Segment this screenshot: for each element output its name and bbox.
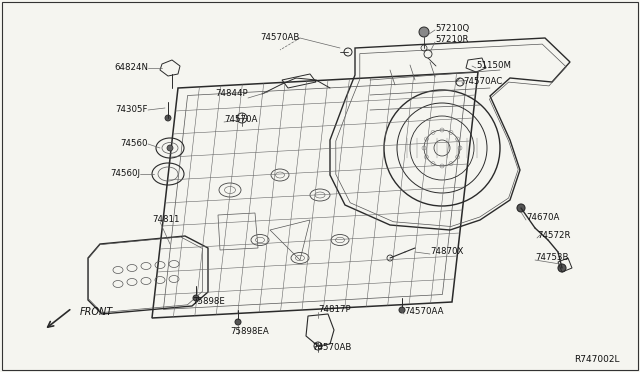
Text: 74670A: 74670A	[526, 214, 559, 222]
Text: 75898EA: 75898EA	[230, 327, 269, 337]
Text: 64824N: 64824N	[114, 64, 148, 73]
Circle shape	[517, 204, 525, 212]
Text: 57210R: 57210R	[435, 35, 468, 45]
Circle shape	[399, 307, 405, 313]
Text: 74570AB: 74570AB	[260, 33, 300, 42]
Text: 74817P: 74817P	[318, 305, 351, 314]
Text: 74811: 74811	[152, 215, 179, 224]
Text: 74753B: 74753B	[535, 253, 568, 263]
Circle shape	[167, 145, 173, 151]
Circle shape	[419, 27, 429, 37]
Circle shape	[235, 319, 241, 325]
Text: 51150M: 51150M	[476, 61, 511, 71]
Text: 74560J: 74560J	[110, 170, 140, 179]
Text: 74572R: 74572R	[537, 231, 570, 241]
Text: 74570A: 74570A	[224, 115, 257, 125]
Text: 74560: 74560	[120, 140, 148, 148]
Circle shape	[165, 115, 171, 121]
Circle shape	[193, 295, 199, 301]
Text: 74844P: 74844P	[216, 90, 248, 99]
Text: 74870X: 74870X	[430, 247, 463, 257]
Circle shape	[558, 264, 566, 272]
Text: R747002L: R747002L	[575, 356, 620, 365]
Text: 74570AC: 74570AC	[463, 77, 502, 87]
Text: 74305F: 74305F	[115, 106, 148, 115]
Text: 57210Q: 57210Q	[435, 23, 469, 32]
Text: 75898E: 75898E	[192, 298, 225, 307]
Text: 74570AB: 74570AB	[312, 343, 351, 353]
Text: 74570AA: 74570AA	[404, 308, 444, 317]
Text: FRONT: FRONT	[80, 307, 113, 317]
